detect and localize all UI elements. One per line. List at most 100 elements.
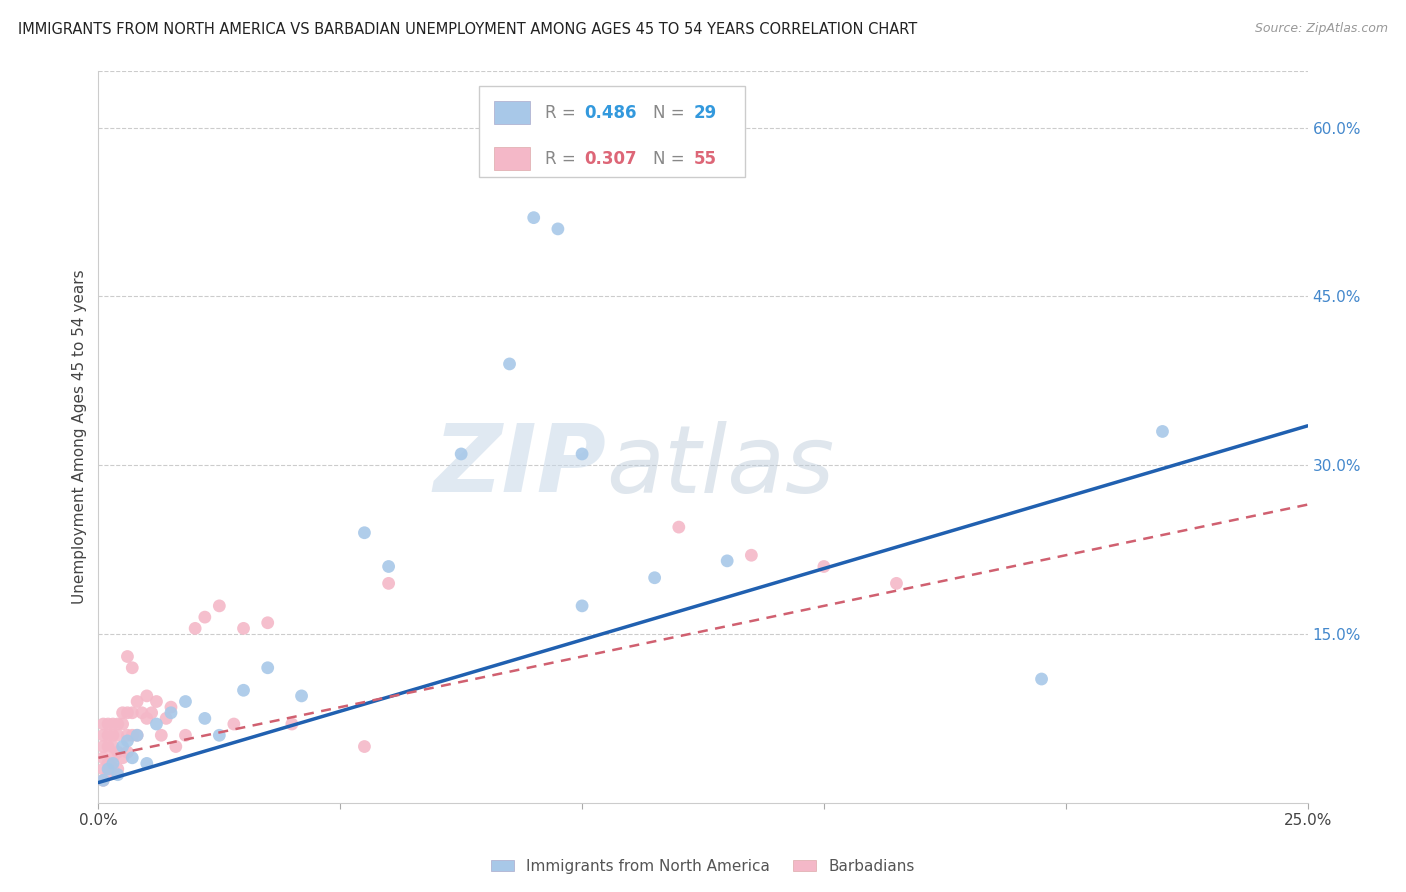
Point	[547, 222, 569, 236]
Point	[127, 694, 149, 708]
Point	[97, 762, 120, 776]
Point	[232, 683, 254, 698]
Point	[111, 739, 134, 754]
Point	[101, 717, 124, 731]
Point	[97, 767, 120, 781]
Y-axis label: Unemployment Among Ages 45 to 54 years: Unemployment Among Ages 45 to 54 years	[72, 269, 87, 605]
Point	[150, 728, 173, 742]
Point	[813, 559, 835, 574]
Point	[353, 739, 375, 754]
Point	[91, 762, 114, 776]
Point	[91, 717, 114, 731]
Point	[91, 728, 114, 742]
Point	[716, 554, 738, 568]
Point	[101, 728, 124, 742]
Point	[668, 520, 690, 534]
Point	[121, 661, 143, 675]
Point	[127, 728, 149, 742]
Point	[165, 739, 187, 754]
Point	[571, 599, 593, 613]
Point	[97, 717, 120, 731]
Point	[135, 756, 157, 771]
Point	[194, 610, 217, 624]
Point	[1031, 672, 1053, 686]
Point	[121, 728, 143, 742]
Point	[174, 694, 197, 708]
Text: R =: R =	[544, 103, 581, 122]
Point	[155, 711, 177, 725]
Point	[121, 751, 143, 765]
Point	[145, 694, 167, 708]
Point	[740, 548, 762, 562]
Text: ZIP: ZIP	[433, 420, 606, 512]
Point	[111, 717, 134, 731]
Point	[377, 576, 399, 591]
Point	[97, 739, 120, 754]
Point	[117, 745, 139, 759]
Point	[97, 728, 120, 742]
Point	[232, 621, 254, 635]
FancyBboxPatch shape	[494, 102, 530, 124]
Point	[91, 773, 114, 788]
Point	[91, 751, 114, 765]
Point	[101, 762, 124, 776]
Point	[160, 700, 183, 714]
Text: Source: ZipAtlas.com: Source: ZipAtlas.com	[1254, 22, 1388, 36]
Point	[101, 739, 124, 754]
Point	[194, 711, 217, 725]
Point	[135, 689, 157, 703]
Point	[160, 706, 183, 720]
Point	[174, 728, 197, 742]
FancyBboxPatch shape	[479, 86, 745, 178]
Point	[91, 739, 114, 754]
Point	[222, 717, 245, 731]
Point	[101, 756, 124, 771]
Text: 0.307: 0.307	[585, 150, 637, 168]
Point	[121, 706, 143, 720]
Point	[281, 717, 304, 731]
Text: 0.486: 0.486	[585, 103, 637, 122]
Point	[111, 706, 134, 720]
Point	[498, 357, 520, 371]
Point	[117, 734, 139, 748]
Point	[107, 767, 129, 781]
Point	[256, 615, 278, 630]
Text: IMMIGRANTS FROM NORTH AMERICA VS BARBADIAN UNEMPLOYMENT AMONG AGES 45 TO 54 YEAR: IMMIGRANTS FROM NORTH AMERICA VS BARBADI…	[18, 22, 918, 37]
Point	[256, 661, 278, 675]
Point	[131, 706, 153, 720]
Point	[91, 773, 114, 788]
Point	[644, 571, 666, 585]
Text: R =: R =	[544, 150, 581, 168]
Point	[101, 751, 124, 765]
Point	[107, 745, 129, 759]
Point	[107, 762, 129, 776]
Point	[523, 211, 546, 225]
FancyBboxPatch shape	[494, 147, 530, 170]
Text: 29: 29	[693, 103, 717, 122]
Point	[117, 649, 139, 664]
Point	[184, 621, 207, 635]
Point	[377, 559, 399, 574]
Text: N =: N =	[654, 150, 690, 168]
Point	[1152, 425, 1174, 439]
Text: atlas: atlas	[606, 421, 835, 512]
Text: 55: 55	[693, 150, 716, 168]
Text: N =: N =	[654, 103, 690, 122]
Point	[290, 689, 312, 703]
Point	[571, 447, 593, 461]
Point	[127, 728, 149, 742]
Point	[135, 711, 157, 725]
Point	[117, 728, 139, 742]
Point	[353, 525, 375, 540]
Point	[111, 751, 134, 765]
Point	[208, 728, 231, 742]
Legend: Immigrants from North America, Barbadians: Immigrants from North America, Barbadian…	[485, 853, 921, 880]
Point	[886, 576, 908, 591]
Point	[107, 717, 129, 731]
Point	[107, 728, 129, 742]
Point	[145, 717, 167, 731]
Point	[208, 599, 231, 613]
Point	[141, 706, 163, 720]
Point	[97, 756, 120, 771]
Point	[450, 447, 472, 461]
